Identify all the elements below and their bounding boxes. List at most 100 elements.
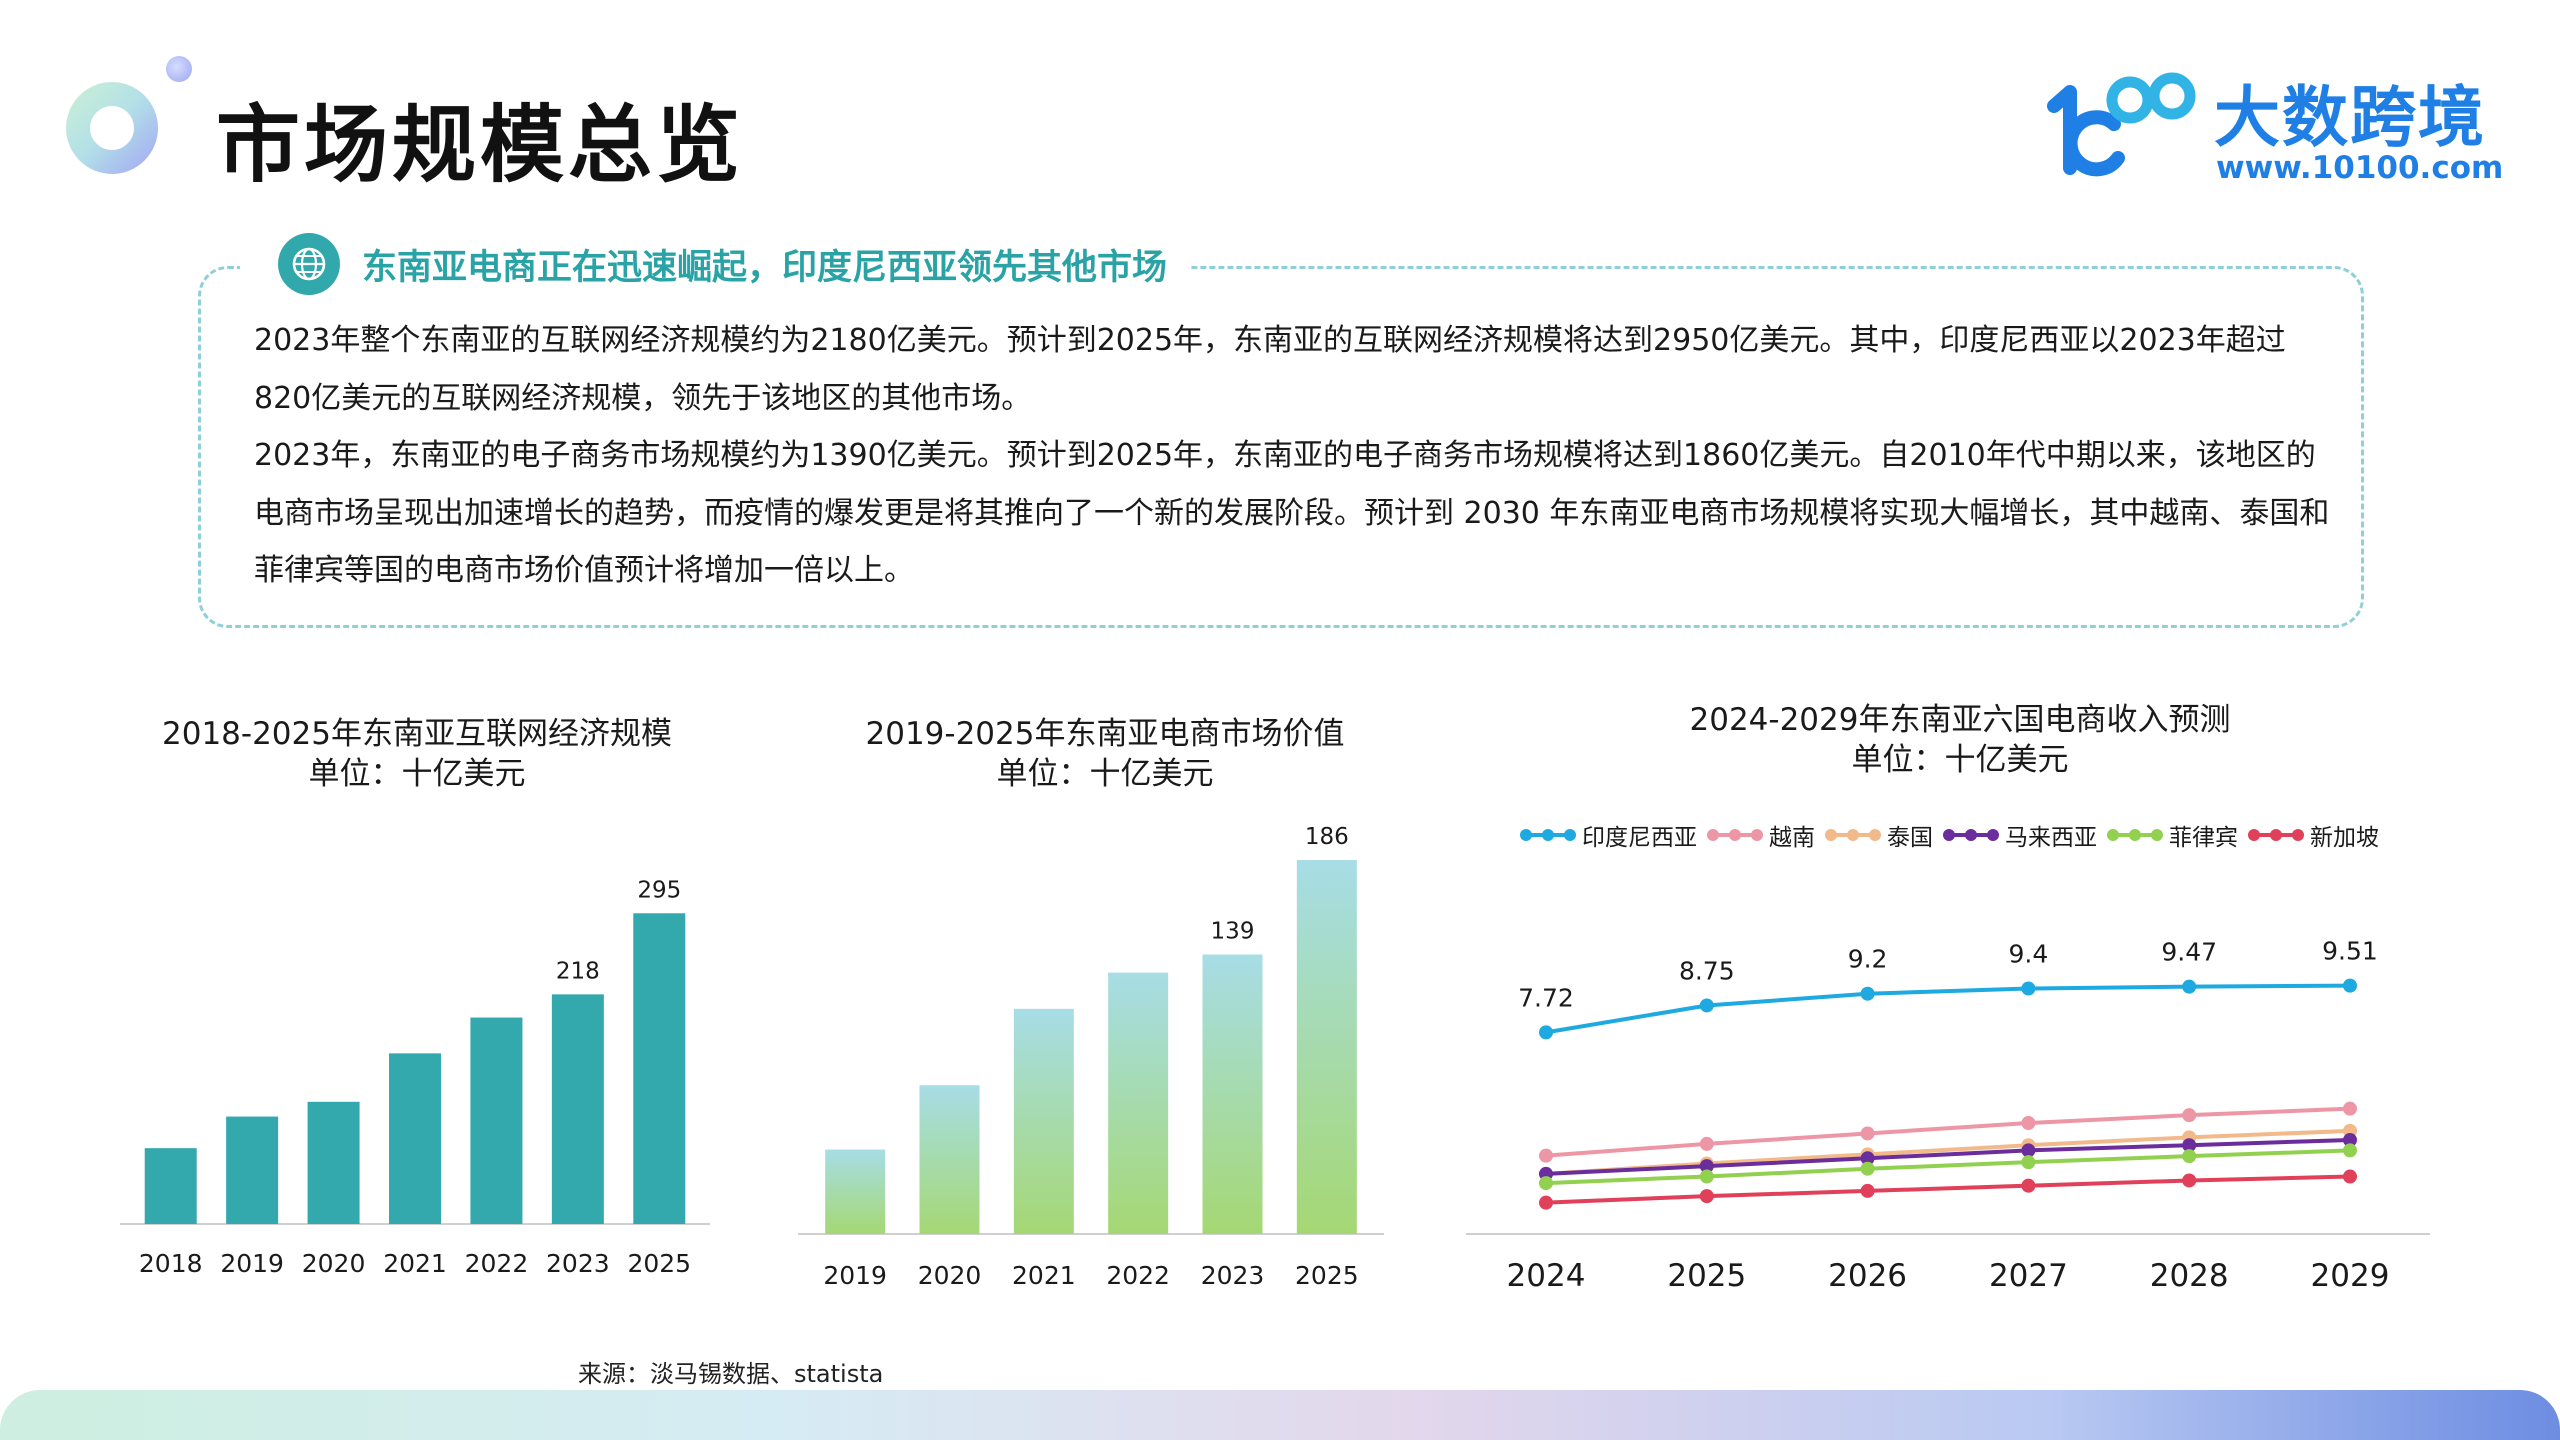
legend-swatch	[2248, 829, 2304, 841]
series-line	[1545, 983, 2351, 1035]
chart1-title: 2018-2025年东南亚互联网经济规模	[162, 716, 672, 752]
legend-item: 菲律宾	[2105, 818, 2238, 852]
source-note: 来源：淡马锡数据、statista	[578, 1360, 884, 1388]
series-point	[1860, 1126, 1875, 1141]
bar	[919, 1085, 980, 1234]
legend-label: 泰国	[1887, 825, 1933, 851]
series-point	[2021, 1178, 2036, 1193]
x-tick-label: 2028	[2150, 1258, 2229, 1294]
chart2-subtitle: 单位：十亿美元	[996, 756, 1214, 792]
series-point	[2182, 979, 2197, 994]
x-tick-label: 2025	[1295, 1261, 1359, 1290]
legend-label: 印度尼西亚	[1582, 825, 1697, 851]
x-tick-label: 2019	[220, 1249, 284, 1278]
series-point	[2343, 1143, 2357, 1158]
bar	[470, 1017, 523, 1224]
series-point	[2182, 1138, 2197, 1153]
bar	[389, 1053, 441, 1224]
x-tick-label: 2024	[1507, 1258, 1586, 1294]
series-point	[2343, 1132, 2357, 1147]
legend-swatch	[1707, 829, 1763, 841]
series-point	[1860, 1151, 1875, 1166]
brand-url: www.10100.com	[2216, 150, 2504, 186]
legend-label: 马来西亚	[2005, 825, 2097, 851]
series-point	[1860, 986, 1875, 1001]
series-point	[1539, 1176, 1553, 1191]
x-tick-label: 2022	[465, 1249, 529, 1278]
x-tick-label: 2019	[823, 1261, 887, 1290]
series-point	[2021, 981, 2036, 996]
x-tick-label: 2021	[1012, 1261, 1076, 1290]
legend-item: 马来西亚	[1941, 818, 2097, 852]
bar	[1202, 954, 1263, 1234]
series-point	[1860, 1161, 1875, 1176]
footer-band	[0, 1390, 2560, 1440]
series-point	[1699, 1169, 1714, 1184]
internet-economy-bar-chart: 2018 2019 2020 2021 2022 2023 218 2025 295	[120, 877, 710, 1278]
globe-icon	[278, 233, 340, 295]
x-tick-label: 2025	[627, 1249, 691, 1278]
summary-box	[198, 266, 2364, 628]
data-label: 7.72	[1518, 983, 1574, 1012]
bar	[633, 913, 686, 1224]
data-label: 8.75	[1679, 956, 1735, 985]
data-label: 186	[1305, 824, 1349, 850]
x-tick-label: 2023	[1201, 1261, 1265, 1290]
x-tick-label: 2027	[1989, 1258, 2068, 1294]
x-tick-label: 2020	[918, 1261, 982, 1290]
x-tick-label: 2020	[302, 1249, 366, 1278]
series-point	[2182, 1173, 2197, 1188]
legend-item: 泰国	[1823, 818, 1933, 852]
summary-text: 2023年整个东南亚的互联网经济规模约为2180亿美元。预计到2025年，东南亚…	[254, 312, 2334, 600]
series-point	[2182, 1149, 2197, 1164]
data-label: 9.4	[2009, 940, 2049, 969]
legend-label: 菲律宾	[2169, 825, 2238, 851]
series-point	[1860, 1183, 1875, 1198]
series-point	[2343, 1101, 2357, 1116]
x-tick-label: 2022	[1106, 1261, 1170, 1290]
series-point	[1539, 1025, 1553, 1040]
series-line	[1545, 1128, 2351, 1176]
x-tick-label: 2029	[2311, 1258, 2390, 1294]
legend-swatch	[1520, 829, 1576, 841]
legend-swatch	[1825, 829, 1881, 841]
ecommerce-revenue-line-chart: 2024 2025 2026 2027 2028 2029 7.72 8.75 9.2 9.4 9.…	[1466, 937, 2430, 1294]
series-point	[2021, 1143, 2036, 1158]
data-label: 218	[556, 958, 600, 984]
chart3-titles: 2024-2029年东南亚六国电商收入预测 单位：十亿美元	[1560, 700, 2360, 780]
x-tick-label: 2018	[139, 1249, 203, 1278]
series-line	[1545, 1137, 2351, 1176]
ecommerce-value-bar-chart: 2019 2020 2021 2022 2023 139 2025 186	[798, 824, 1384, 1290]
summary-paragraph: 2023年，东南亚的电子商务市场规模约为1390亿美元。预计到2025年，东南亚…	[254, 438, 2330, 588]
chart1-subtitle: 单位：十亿美元	[308, 756, 526, 792]
series-point	[1539, 1148, 1553, 1163]
chart2-title: 2019-2025年东南亚电商市场价值	[865, 716, 1345, 752]
decorative-ring-icon	[66, 82, 158, 174]
series-point	[1699, 1189, 1714, 1204]
chart2-titles: 2019-2025年东南亚电商市场价值 单位：十亿美元	[778, 714, 1432, 794]
series-point	[1699, 998, 1714, 1013]
legend-item: 印度尼西亚	[1518, 818, 1697, 852]
bar	[1013, 1008, 1074, 1234]
legend-label: 越南	[1769, 825, 1815, 851]
series-point	[1699, 1159, 1714, 1174]
bar	[307, 1101, 360, 1224]
series-line	[1545, 1148, 2351, 1186]
data-label: 139	[1211, 919, 1255, 945]
chart3-title: 2024-2029年东南亚六国电商收入预测	[1689, 702, 2231, 738]
brand-logo-icon	[2047, 72, 2196, 177]
summary-heading: 东南亚电商正在迅速崛起，印度尼西亚领先其他市场	[362, 247, 1168, 288]
brand-name: 大数跨境	[2214, 79, 2486, 156]
x-tick-label: 2023	[546, 1249, 610, 1278]
chart3-legend: 印度尼西亚 越南 泰国 马来西亚 菲律宾 新加坡	[1518, 818, 2387, 852]
bar	[144, 1148, 197, 1224]
summary-heading-row: 东南亚电商正在迅速崛起，印度尼西亚领先其他市场	[240, 232, 1190, 296]
page-title: 市场规模总览	[216, 96, 745, 194]
legend-swatch	[1943, 829, 1999, 841]
legend-swatch	[2107, 829, 2163, 841]
x-tick-label: 2026	[1828, 1258, 1907, 1294]
series-point	[2021, 1116, 2036, 1131]
data-label: 9.2	[1848, 945, 1888, 974]
summary-paragraph: 2023年整个东南亚的互联网经济规模约为2180亿美元。预计到2025年，东南亚…	[254, 323, 2286, 416]
bar	[551, 994, 604, 1224]
